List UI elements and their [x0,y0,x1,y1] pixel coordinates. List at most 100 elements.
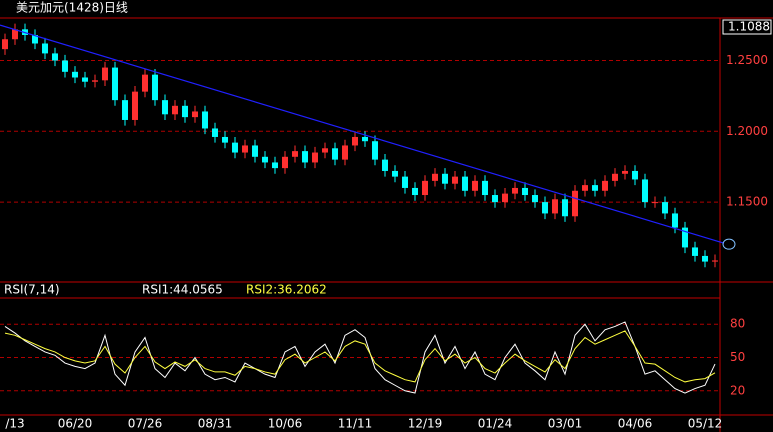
x-tick-label: 03/01 [548,417,583,431]
candle-body [422,180,428,196]
candle-body [72,71,78,78]
candle-body [472,180,478,191]
candle-body [62,60,68,72]
candle-body [252,145,258,157]
last-price-box [722,19,772,35]
candle-body [42,43,48,54]
trendline [0,24,725,244]
candle-body [362,136,368,142]
y-tick-label: 50 [730,350,745,364]
candle-body [122,100,128,120]
candle-body [32,34,38,44]
candle-body [182,105,188,118]
candle-body [672,213,678,228]
candle-body [332,148,338,160]
x-tick-label: 04/06 [618,417,653,431]
candle-body [482,180,488,196]
candle-body [612,173,618,181]
rsi-line [4,321,716,394]
candle-body [652,202,658,204]
y-tick-label: 20 [730,383,745,397]
candle-body [212,128,218,137]
candle-body [202,111,208,129]
candle-body [112,67,118,101]
y-tick-label: 80 [730,317,745,331]
candle-body [242,145,248,153]
candle-body [642,179,648,203]
candle-body [712,260,718,262]
x-tick-label: 08/31 [198,417,233,431]
candle-body [292,151,298,157]
candle-body [602,180,608,191]
candle-body [272,162,278,169]
y-tick-label: 1.2500 [726,53,768,67]
candle-body [312,152,318,163]
legend-entry: RSI1:44.0565 [142,283,223,297]
candle-body [322,148,328,153]
candle-body [352,136,358,146]
candle-body [582,185,588,191]
candle-body [402,176,408,188]
candle-body [82,77,88,82]
candle-body [462,176,468,191]
candle-body [342,145,348,160]
candle-body [372,141,378,160]
candle-body [452,176,458,184]
x-tick-label: 06/20 [58,417,93,431]
candle-body [622,170,628,174]
chart-title: 美元加元(1428)日线 [16,1,128,15]
x-tick-label: 11/11 [338,417,373,431]
candle-body [302,151,308,163]
legend-entry: RSI2:36.2062 [246,283,327,297]
y-tick-label: 1.1500 [726,195,768,209]
candle-body [662,202,668,214]
candle-body [512,187,518,194]
x-tick-label: 12/19 [408,417,443,431]
candle-body [192,111,198,118]
last-price: 1.1088 [728,20,770,34]
candle-body [152,74,158,101]
rsi-line [4,330,716,383]
candle-body [2,39,8,50]
candle-body [542,202,548,214]
y-tick-label: 1.2000 [726,124,768,138]
candle-body [532,195,538,203]
candle-body [502,193,508,203]
candle-body [492,195,498,203]
candle-body [552,199,558,214]
candle-body [412,187,418,196]
candle-body [12,29,18,40]
rsi-title: RSI(7,14) [4,283,60,297]
candle-body [102,67,108,81]
candle-body [572,190,578,217]
x-tick-label: 07/26 [128,417,163,431]
candle-body [522,187,528,196]
candle-body [162,100,168,115]
x-tick-label: /13 [5,417,24,431]
candle-body [282,156,288,169]
candle-body [682,227,688,248]
candle-body [392,170,398,177]
candle-body [432,173,438,181]
candle-body [92,80,98,82]
candle-body [262,156,268,163]
candle-body [632,170,638,180]
candle-body [52,53,58,61]
candle-body [222,136,228,143]
candle-body [142,74,148,92]
candle-body [592,185,598,191]
x-tick-label: 05/12 [688,417,723,431]
x-tick-label: 01/24 [478,417,513,431]
candle-body [382,159,388,171]
candle-body [562,199,568,217]
x-tick-label: 10/06 [268,417,303,431]
candle-body [132,91,138,120]
trendline-handle [722,238,736,250]
candle-body [692,247,698,256]
candle-body [442,173,448,184]
candle-body [172,105,178,115]
candle-body [702,255,708,262]
